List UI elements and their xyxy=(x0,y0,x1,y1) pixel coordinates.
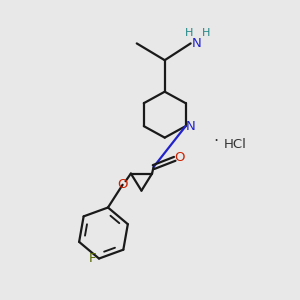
Text: H: H xyxy=(202,28,210,38)
Text: N: N xyxy=(192,37,202,50)
Text: ·: · xyxy=(213,134,218,149)
Text: F: F xyxy=(89,252,96,265)
Text: H: H xyxy=(185,28,193,38)
Text: N: N xyxy=(185,120,195,133)
Text: O: O xyxy=(175,151,185,164)
Text: HCl: HCl xyxy=(224,138,247,151)
Text: O: O xyxy=(117,178,128,191)
